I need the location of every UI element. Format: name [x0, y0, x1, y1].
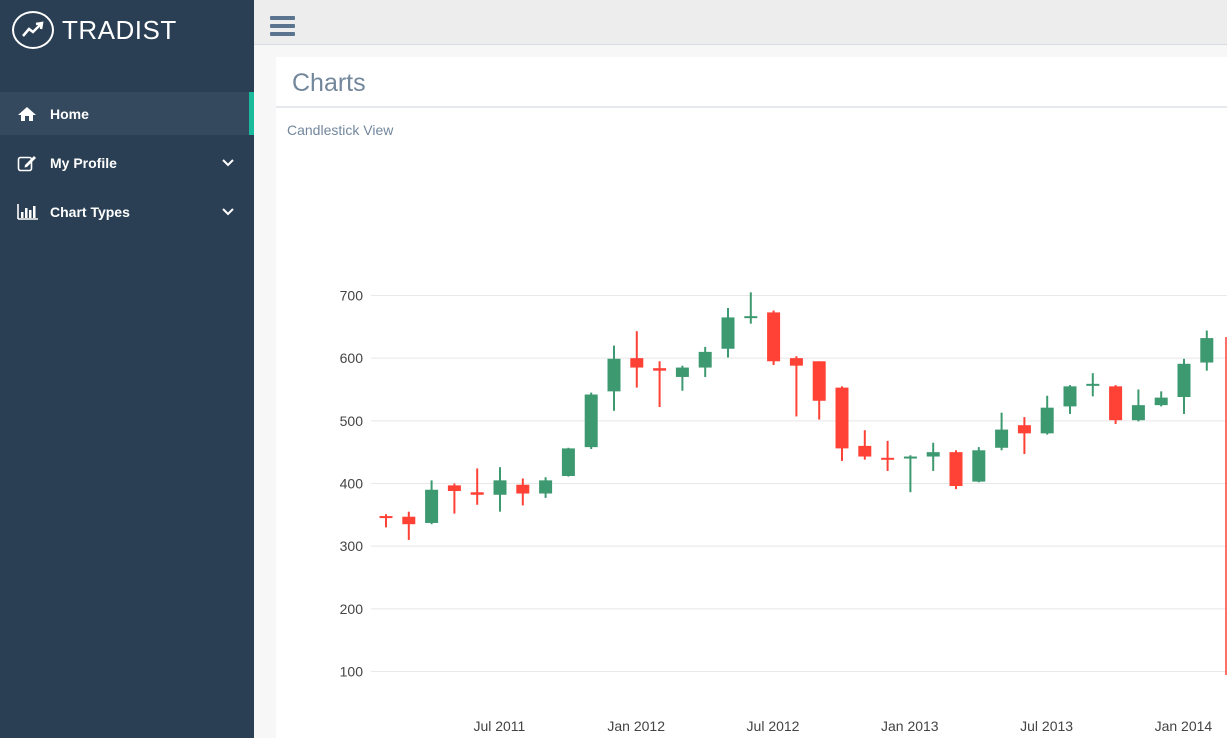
candle-body: [402, 516, 416, 525]
hamburger-menu-icon[interactable]: [270, 16, 295, 38]
candle-body: [470, 492, 484, 495]
candle-body: [949, 452, 963, 486]
home-icon: [17, 105, 39, 123]
candle-body: [1177, 363, 1191, 398]
bar-chart-icon: [17, 203, 39, 221]
main-content: Charts Candlestick View 100 200 300 400 500 6…: [254, 45, 1227, 738]
candle-body: [1200, 338, 1214, 363]
candle-body: [1131, 405, 1145, 421]
candle-body: [630, 358, 644, 368]
y-tick-label: 200: [340, 601, 364, 617]
x-tick-label: Jul 2013: [1020, 718, 1073, 734]
candle-body: [789, 358, 803, 366]
edit-icon: [17, 154, 39, 172]
chart-panel: Charts Candlestick View 100 200 300 400 500 6…: [276, 57, 1227, 738]
candle-body: [653, 368, 667, 371]
chevron-down-icon[interactable]: [214, 158, 242, 167]
candle-body: [698, 351, 712, 368]
candle-body: [561, 448, 575, 476]
candle-body: [379, 516, 393, 519]
candle-body: [447, 485, 461, 492]
candle-body: [767, 312, 781, 362]
app-name: TRADIST: [62, 14, 177, 45]
candle-body: [926, 452, 940, 457]
panel-subtitle: Candlestick View: [287, 122, 394, 138]
top-bar: [254, 0, 1227, 45]
x-tick-label: Jul 2012: [747, 718, 800, 734]
sidebar-item-my-profile[interactable]: My Profile: [0, 141, 254, 184]
page-title: Charts: [292, 69, 366, 97]
candle-body: [903, 456, 917, 459]
candle-body: [721, 317, 735, 349]
candle-body: [1017, 425, 1031, 434]
candle-body: [607, 358, 621, 392]
sidebar-item-home[interactable]: Home: [0, 92, 254, 135]
candle-body: [584, 394, 598, 448]
candle-body: [1063, 386, 1077, 407]
sidebar-item-label: Chart Types: [50, 203, 130, 220]
candle-body: [881, 457, 895, 460]
brand[interactable]: TRADIST: [12, 10, 177, 50]
chevron-down-icon[interactable]: [214, 207, 242, 216]
candle-body: [1109, 386, 1123, 421]
candlestick-chart[interactable]: 100 200 300 400 500 600 700 Jul 2011 Jan 2012 Jul…: [276, 57, 1227, 738]
sidebar-item-label: Home: [50, 105, 89, 122]
candle-body: [744, 316, 758, 319]
sidebar-item-label: My Profile: [50, 154, 117, 171]
sidebar: TRADIST Home My Profile Chart Types: [0, 0, 254, 738]
candle-body: [1040, 407, 1054, 434]
candle-body: [858, 445, 872, 457]
candle-body: [1086, 383, 1100, 386]
trending-up-icon: [12, 11, 54, 49]
y-tick-label: 600: [340, 350, 364, 366]
candle-body: [539, 480, 553, 494]
candle-body: [425, 489, 439, 523]
y-tick-label: 100: [340, 664, 364, 680]
candle-body: [835, 387, 849, 449]
divider: [276, 106, 1227, 108]
sidebar-item-chart-types[interactable]: Chart Types: [0, 190, 254, 233]
candle-body: [1154, 397, 1168, 406]
x-tick-label: Jan 2013: [881, 718, 939, 734]
x-tick-label: Jul 2011: [473, 718, 525, 734]
y-tick-label: 300: [340, 538, 364, 554]
candle-body: [516, 484, 530, 494]
y-tick-label: 400: [340, 475, 364, 491]
candle-body: [493, 480, 507, 495]
x-tick-label: Jan 2012: [607, 718, 665, 734]
candle-body: [812, 361, 826, 401]
sidebar-nav: Home My Profile Chart Types: [0, 92, 254, 239]
candle-body: [972, 450, 986, 482]
candle-body: [675, 367, 689, 377]
y-tick-label: 500: [340, 413, 364, 429]
y-tick-label: 700: [340, 287, 364, 303]
candle-body: [995, 429, 1009, 448]
x-tick-label: Jan 2014: [1155, 718, 1213, 734]
